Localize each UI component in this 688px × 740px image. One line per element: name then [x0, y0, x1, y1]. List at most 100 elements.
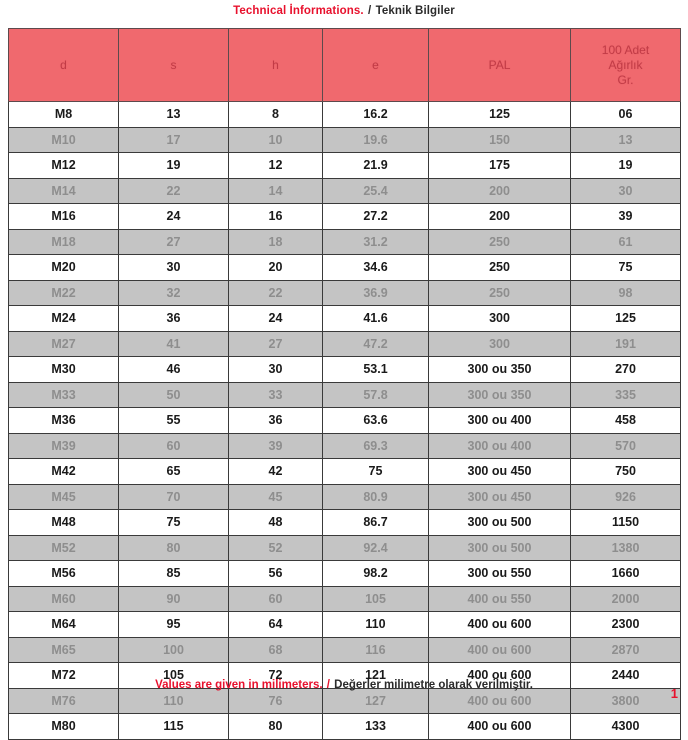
cell-s: 80 [118, 534, 229, 561]
table-row: M12 19 12 21.9 175 19 [8, 152, 681, 179]
column-header-e: e [322, 28, 429, 102]
cell-h: 56 [228, 560, 323, 587]
table-row: M76 110 76 127 400 ou 600 3800 [8, 687, 681, 714]
cell-h: 20 [228, 254, 323, 281]
cell-weight: 926 [570, 483, 681, 510]
cell-h: 10 [228, 126, 323, 153]
cell-pal: 300 [428, 330, 571, 357]
cell-s: 95 [118, 611, 229, 638]
cell-d: M72 [8, 662, 119, 689]
column-header-h: h [228, 28, 323, 102]
footer-note-turkish: Değerler milimetre olarak verilmiştir. [334, 679, 533, 691]
cell-pal: 150 [428, 126, 571, 153]
cell-h: 24 [228, 305, 323, 332]
cell-s: 46 [118, 356, 229, 383]
cell-d: M33 [8, 381, 119, 408]
cell-pal: 300 ou 500 [428, 534, 571, 561]
cell-pal: 300 ou 450 [428, 458, 571, 485]
cell-e: 98.2 [322, 560, 429, 587]
cell-h: 60 [228, 585, 323, 612]
column-header-d: d [8, 28, 119, 102]
cell-weight: 270 [570, 356, 681, 383]
table-row: M30 46 30 53.1 300 ou 350 270 [8, 356, 681, 383]
page-title-turkish: Teknik Bilgiler [375, 5, 455, 17]
cell-weight: 1660 [570, 560, 681, 587]
cell-s: 85 [118, 560, 229, 587]
spec-table-container: d s h e PAL 100 Adet Ağırlık Gr. M8 13 8 16… [8, 28, 681, 740]
cell-h: 72 [228, 662, 323, 689]
cell-h: 16 [228, 203, 323, 230]
table-row: M36 55 36 63.6 300 ou 400 458 [8, 407, 681, 434]
column-header-weight: 100 Adet Ağırlık Gr. [570, 28, 681, 102]
cell-h: 30 [228, 356, 323, 383]
footer-note: Values are given in milimeters. / Değerl… [0, 679, 688, 691]
cell-s: 115 [118, 713, 229, 740]
cell-e: 80.9 [322, 483, 429, 510]
cell-weight: 750 [570, 458, 681, 485]
cell-s: 55 [118, 407, 229, 434]
cell-e: 57.8 [322, 381, 429, 408]
cell-s: 70 [118, 483, 229, 510]
cell-pal: 250 [428, 279, 571, 306]
cell-h: 8 [228, 101, 323, 128]
cell-e: 41.6 [322, 305, 429, 332]
cell-pal: 400 ou 600 [428, 611, 571, 638]
table-row: M16 24 16 27.2 200 39 [8, 203, 681, 230]
cell-pal: 300 ou 400 [428, 432, 571, 459]
cell-s: 100 [118, 636, 229, 663]
table-row: M45 70 45 80.9 300 ou 450 926 [8, 483, 681, 510]
cell-d: M16 [8, 203, 119, 230]
spec-table-head: d s h e PAL 100 Adet Ağırlık Gr. [8, 28, 681, 102]
table-row: M56 85 56 98.2 300 ou 550 1660 [8, 560, 681, 587]
cell-d: M52 [8, 534, 119, 561]
column-header-s: s [118, 28, 229, 102]
cell-h: 80 [228, 713, 323, 740]
cell-weight: 19 [570, 152, 681, 179]
table-row: M60 90 60 105 400 ou 550 2000 [8, 585, 681, 612]
cell-h: 33 [228, 381, 323, 408]
cell-s: 32 [118, 279, 229, 306]
cell-h: 45 [228, 483, 323, 510]
column-header-pal: PAL [428, 28, 571, 102]
cell-h: 42 [228, 458, 323, 485]
cell-weight: 335 [570, 381, 681, 408]
table-row: M48 75 48 86.7 300 ou 500 1150 [8, 509, 681, 536]
cell-e: 53.1 [322, 356, 429, 383]
cell-h: 52 [228, 534, 323, 561]
cell-e: 127 [322, 687, 429, 714]
cell-d: M64 [8, 611, 119, 638]
cell-d: M42 [8, 458, 119, 485]
footer-note-english: Values are given in milimeters. [155, 679, 323, 691]
cell-d: M24 [8, 305, 119, 332]
cell-h: 22 [228, 279, 323, 306]
cell-d: M76 [8, 687, 119, 714]
cell-pal: 300 ou 400 [428, 407, 571, 434]
cell-d: M56 [8, 560, 119, 587]
cell-s: 90 [118, 585, 229, 612]
cell-weight: 2870 [570, 636, 681, 663]
cell-h: 18 [228, 228, 323, 255]
cell-pal: 400 ou 600 [428, 662, 571, 689]
cell-pal: 400 ou 600 [428, 687, 571, 714]
table-row: M52 80 52 92.4 300 ou 500 1380 [8, 534, 681, 561]
cell-e: 25.4 [322, 177, 429, 204]
table-row: M8 13 8 16.2 125 06 [8, 101, 681, 128]
cell-weight: 4300 [570, 713, 681, 740]
cell-weight: 191 [570, 330, 681, 357]
cell-h: 12 [228, 152, 323, 179]
cell-pal: 300 ou 350 [428, 356, 571, 383]
cell-s: 75 [118, 509, 229, 536]
cell-weight: 98 [570, 279, 681, 306]
page-number: 1 [670, 686, 678, 701]
cell-weight: 1380 [570, 534, 681, 561]
cell-pal: 175 [428, 152, 571, 179]
cell-pal: 400 ou 550 [428, 585, 571, 612]
cell-weight: 75 [570, 254, 681, 281]
cell-weight: 61 [570, 228, 681, 255]
cell-s: 60 [118, 432, 229, 459]
table-row: M39 60 39 69.3 300 ou 400 570 [8, 432, 681, 459]
cell-d: M18 [8, 228, 119, 255]
cell-d: M45 [8, 483, 119, 510]
cell-h: 27 [228, 330, 323, 357]
cell-s: 41 [118, 330, 229, 357]
